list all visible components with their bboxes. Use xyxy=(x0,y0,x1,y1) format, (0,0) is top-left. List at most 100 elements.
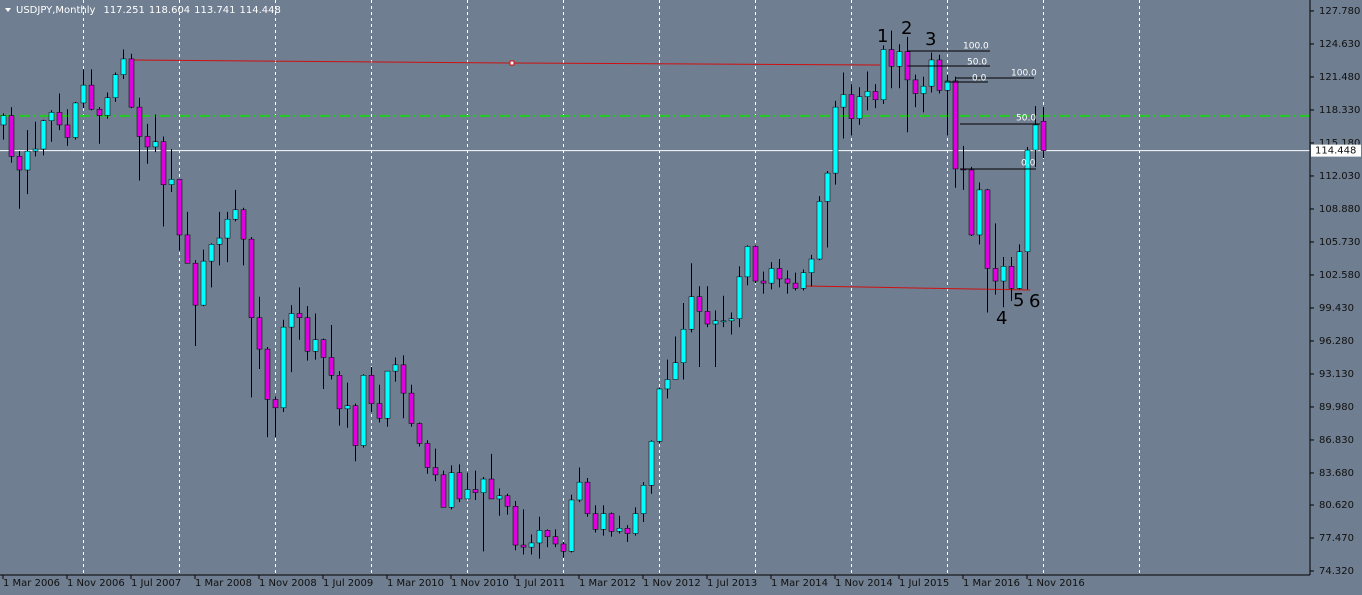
candle-body xyxy=(0,115,7,126)
candle-body xyxy=(304,317,311,352)
fib-label: 100.0 xyxy=(963,42,989,52)
candle-body xyxy=(824,172,831,202)
candle-body xyxy=(840,94,847,108)
candle-body xyxy=(160,141,167,185)
x-tick-label: 1 Jul 2015 xyxy=(899,578,949,589)
candle-body xyxy=(1024,149,1031,252)
candle-body xyxy=(248,238,255,318)
candle-body xyxy=(264,348,271,400)
candle-body xyxy=(112,74,119,98)
x-tick-label: 1 Jul 2007 xyxy=(131,578,181,589)
candle-body xyxy=(336,375,343,410)
candle-body xyxy=(344,405,351,410)
trend-anchor xyxy=(509,60,515,66)
candle-body xyxy=(968,169,975,236)
candle-body xyxy=(256,317,263,350)
candle-body xyxy=(88,84,95,110)
candle-body xyxy=(776,268,783,280)
candle-body xyxy=(552,536,559,545)
candle-body xyxy=(544,530,551,537)
candle-body xyxy=(440,474,447,508)
x-tick-label: 1 Nov 2008 xyxy=(259,578,317,589)
x-tick-label: 1 Mar 2008 xyxy=(195,578,252,589)
candle-body xyxy=(16,156,23,171)
candle-body xyxy=(408,392,415,424)
candle-body xyxy=(328,357,335,376)
wave-label: 4 xyxy=(996,308,1007,329)
candle-body xyxy=(696,296,703,312)
candle-body xyxy=(368,375,375,404)
candle-body xyxy=(120,58,127,75)
candle-body xyxy=(168,179,175,185)
candle-body xyxy=(784,278,791,284)
candle-body xyxy=(96,108,103,116)
candle-body xyxy=(912,79,919,94)
x-tick-label: 1 Mar 2016 xyxy=(963,578,1020,589)
candle-body xyxy=(528,542,535,548)
candle-body xyxy=(1040,121,1047,151)
candle-body xyxy=(672,362,679,380)
candle-body xyxy=(184,234,191,264)
ohlc-low: 113.741 xyxy=(194,5,235,16)
candle-body xyxy=(448,472,455,508)
candle-body xyxy=(144,136,151,148)
x-tick-label: 1 Jul 2013 xyxy=(707,578,757,589)
x-tick-label: 1 Jul 2011 xyxy=(515,578,565,589)
candle-body xyxy=(704,311,711,325)
ohlc-open: 117.251 xyxy=(103,5,144,16)
price-label-box xyxy=(1311,144,1361,157)
y-tick-label: 89.980 xyxy=(1319,402,1354,413)
candle-body xyxy=(504,495,511,507)
candle-body xyxy=(480,478,487,493)
candle-body xyxy=(984,189,991,269)
candle-body xyxy=(40,120,47,150)
candle-body xyxy=(848,94,855,119)
candle-body xyxy=(928,59,935,87)
x-tick-label: 1 Mar 2006 xyxy=(3,578,60,589)
candle-body xyxy=(952,80,959,170)
candle-body xyxy=(728,318,735,322)
candle-body xyxy=(104,97,111,116)
fib-label: 0.0 xyxy=(1021,159,1036,169)
candle-body xyxy=(752,246,759,282)
candle-body xyxy=(768,268,775,284)
price-label: 114.448 xyxy=(1315,146,1356,157)
candle-body xyxy=(360,375,367,446)
fib-lines xyxy=(907,50,1040,170)
candle-body xyxy=(880,49,887,101)
candle-body xyxy=(280,326,287,409)
candle-body xyxy=(744,246,751,278)
candle-body xyxy=(272,399,279,409)
candle-body xyxy=(712,320,719,325)
candle-body xyxy=(400,364,407,394)
candle-body xyxy=(208,244,215,262)
candle-body xyxy=(688,296,695,330)
candle-body xyxy=(296,313,303,318)
candle-body xyxy=(288,313,295,328)
y-tick-label: 77.470 xyxy=(1319,533,1354,544)
candle-body xyxy=(624,528,631,534)
menu-arrow[interactable] xyxy=(5,8,11,12)
candle-body xyxy=(224,218,231,239)
fib-label: 50.0 xyxy=(1016,114,1036,124)
candle-body xyxy=(648,441,655,486)
candle-body xyxy=(8,115,15,157)
candle-body xyxy=(864,91,871,97)
candle-body xyxy=(600,513,607,530)
candle-body xyxy=(832,106,839,174)
candle-body xyxy=(392,364,399,372)
candle-body xyxy=(472,489,479,493)
candle-body xyxy=(72,102,79,138)
candle-body xyxy=(128,58,135,108)
candle-body xyxy=(896,51,903,67)
candle-body xyxy=(632,513,639,534)
x-tick-label: 1 Nov 2006 xyxy=(67,578,125,589)
candle-body xyxy=(32,148,39,152)
x-tick-label: 1 Mar 2012 xyxy=(579,578,636,589)
candle-body xyxy=(80,84,87,104)
candle-body xyxy=(192,262,199,306)
candle-body xyxy=(64,124,71,138)
wave-label: 6 xyxy=(1029,291,1040,312)
candle-body xyxy=(760,280,767,284)
